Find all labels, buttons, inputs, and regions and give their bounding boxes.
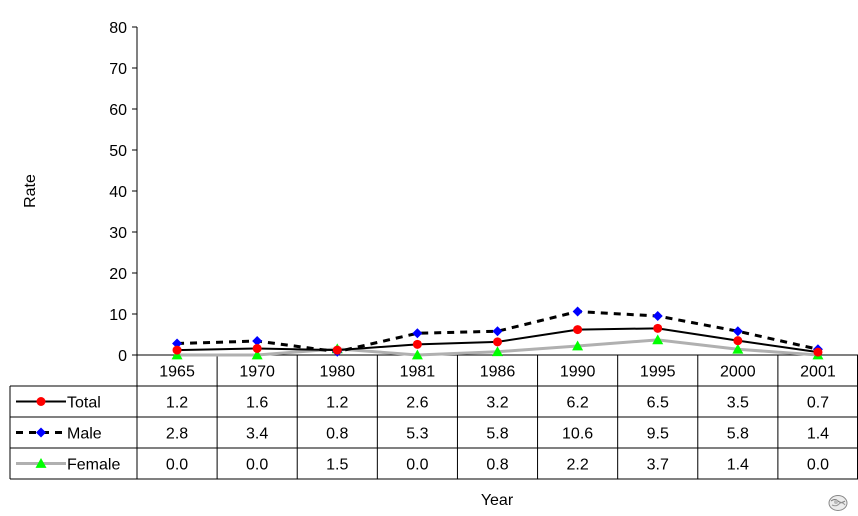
legend-key-marker-female: [35, 458, 47, 468]
table-value-male: 5.8: [727, 426, 749, 443]
x-category-label: 1986: [480, 364, 516, 381]
data-point-female: [251, 349, 263, 360]
table-value-male: 9.5: [647, 426, 669, 443]
table-value-female: 0.0: [166, 457, 188, 474]
x-category-label: 1965: [159, 364, 195, 381]
x-category-label: 1981: [400, 364, 436, 381]
table-value-total: 1.2: [166, 395, 188, 412]
y-axis-label: Rate: [22, 174, 39, 208]
table-value-total: 0.7: [807, 395, 829, 412]
legend-label-female: Female: [67, 457, 120, 474]
legend-entry-female: Female: [16, 457, 120, 474]
data-point-female: [411, 349, 423, 360]
y-tick-label: 10: [109, 307, 127, 324]
table-value-male: 3.4: [246, 426, 268, 443]
series-male: [177, 310, 819, 354]
data-point-male: [732, 326, 743, 337]
x-category-label: 1970: [239, 364, 275, 381]
data-point-total: [653, 323, 663, 333]
data-point-total: [252, 343, 262, 353]
data-point-female: [652, 334, 664, 345]
data-point-total: [412, 339, 422, 349]
table-value-male: 1.4: [807, 426, 829, 443]
table-value-total: 2.6: [406, 395, 428, 412]
y-tick-label: 80: [109, 20, 127, 37]
y-tick-label: 30: [109, 225, 127, 242]
table-value-total: 6.2: [566, 395, 588, 412]
data-point-total: [332, 345, 342, 355]
legend-key-marker-total: [36, 397, 46, 406]
data-point-male: [652, 311, 663, 322]
x-category-label: 2000: [720, 364, 756, 381]
series-line-male: [177, 310, 819, 354]
data-point-total: [733, 336, 743, 346]
legend-label-male: Male: [67, 426, 102, 443]
table-value-total: 1.2: [326, 395, 348, 412]
y-tick-label: 60: [109, 102, 127, 119]
table-value-female: 1.4: [727, 457, 749, 474]
table-value-total: 6.5: [647, 395, 669, 412]
legend-key-marker-male: [36, 427, 46, 438]
data-point-female: [492, 346, 503, 357]
data-point-total: [493, 337, 502, 347]
data-point-total: [573, 325, 583, 335]
table-value-total: 3.5: [727, 395, 749, 412]
table-value-male: 5.8: [486, 426, 508, 443]
data-point-male: [572, 306, 583, 317]
globe-seal-icon: [828, 495, 848, 511]
data-point-female: [732, 343, 744, 354]
x-category-label: 2001: [800, 364, 836, 381]
table-value-female: 0.8: [486, 457, 508, 474]
x-category-label: 1990: [560, 364, 596, 381]
data-point-male: [492, 326, 503, 337]
table-value-male: 5.3: [406, 426, 428, 443]
y-tick-label: 50: [109, 143, 127, 160]
x-category-label: 1980: [319, 364, 355, 381]
data-point-male: [172, 338, 183, 349]
table-value-total: 1.6: [246, 395, 268, 412]
data-point-male: [252, 336, 263, 347]
data-point-total: [172, 345, 182, 355]
x-category-label: 1995: [640, 364, 676, 381]
legend-label-total: Total: [67, 395, 101, 412]
table-value-female: 2.2: [566, 457, 588, 474]
data-point-male: [412, 328, 423, 339]
table-value-female: 0.0: [807, 457, 829, 474]
x-axis-label: Year: [481, 492, 514, 509]
table-value-male: 10.6: [562, 426, 593, 443]
y-tick-label: 20: [109, 266, 127, 283]
data-point-female: [572, 340, 584, 351]
series-markers-total: [172, 323, 823, 357]
table-value-female: 3.7: [647, 457, 669, 474]
y-tick-label: 0: [118, 348, 127, 365]
table-value-total: 3.2: [486, 395, 508, 412]
table-value-male: 0.8: [326, 426, 348, 443]
legend-entry-total: Total: [16, 395, 101, 412]
table-value-female: 1.5: [326, 457, 348, 474]
table-value-male: 2.8: [166, 426, 188, 443]
table-value-female: 0.0: [246, 457, 268, 474]
data-point-total: [813, 347, 823, 357]
y-tick-label: 70: [109, 61, 127, 78]
y-tick-label: 40: [109, 184, 127, 201]
table-value-female: 0.0: [406, 457, 428, 474]
legend-entry-male: Male: [16, 426, 102, 443]
